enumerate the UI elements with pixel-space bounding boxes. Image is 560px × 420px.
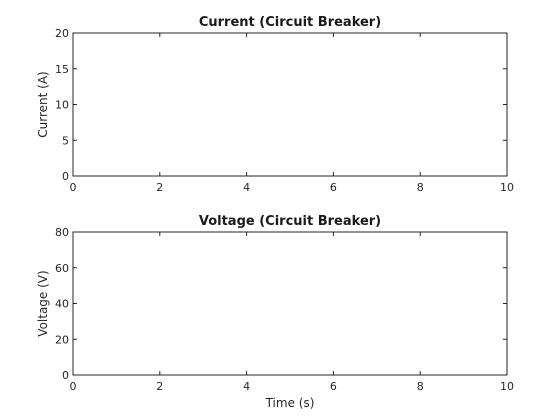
current-x-tick-label: 8 <box>417 181 424 194</box>
current-x-tick-label: 4 <box>243 181 250 194</box>
voltage-axes-frame <box>72 231 508 376</box>
current-x-tick-label: 2 <box>156 181 163 194</box>
current-y-tick-label: 5 <box>62 134 69 147</box>
voltage-chart-title: Voltage (Circuit Breaker) <box>199 214 381 229</box>
voltage-x-tick-label: 2 <box>156 380 163 393</box>
voltage-y-tick-label: 60 <box>55 262 69 275</box>
voltage-x-tick-label: 6 <box>330 380 337 393</box>
voltage-y-tick-label: 80 <box>55 226 69 239</box>
voltage-x-tick-label: 0 <box>70 380 77 393</box>
current-y-tick-label: 0 <box>62 170 69 183</box>
current-x-tick-label: 0 <box>70 181 77 194</box>
voltage-y-axis-label: Voltage (V) <box>36 270 50 336</box>
current-y-axis-label: Current (A) <box>36 71 50 137</box>
voltage-x-tick-label: 4 <box>243 380 250 393</box>
voltage-y-tick-label: 0 <box>62 369 69 382</box>
voltage-x-tick-label: 10 <box>500 380 514 393</box>
voltage-axes: 0 2 4 6 8 10 0 20 40 60 80 Voltage (Circuit Breaker… <box>36 214 514 410</box>
current-x-tick-label: 10 <box>500 181 514 194</box>
current-y-tick-label: 20 <box>55 27 69 40</box>
voltage-x-tick-label: 8 <box>417 380 424 393</box>
current-y-tick-label: 15 <box>55 63 69 76</box>
current-axes-frame <box>72 32 508 177</box>
current-x-tick-label: 6 <box>330 181 337 194</box>
voltage-x-axis-label: Time (s) <box>265 396 315 410</box>
voltage-y-tick-label: 40 <box>55 298 69 311</box>
current-y-tick-label: 10 <box>55 99 69 112</box>
current-axes: 0 2 4 6 8 10 0 5 10 15 20 Current (Circuit Breaker)… <box>36 15 514 194</box>
voltage-y-tick-label: 20 <box>55 333 69 346</box>
current-chart-title: Current (Circuit Breaker) <box>199 15 381 30</box>
